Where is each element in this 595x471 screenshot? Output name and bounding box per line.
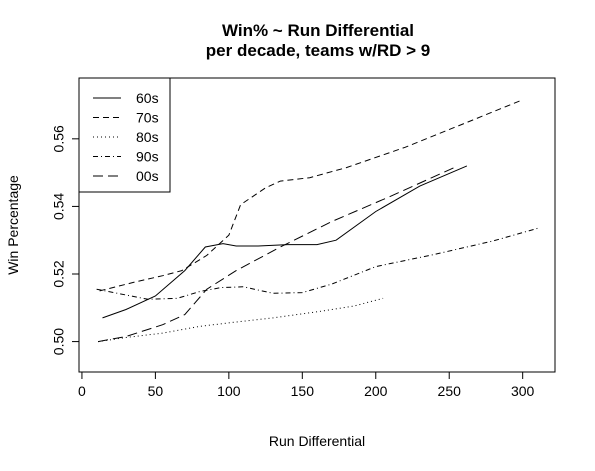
y-tick-label: 0.56 [51, 125, 67, 152]
y-tick-label: 0.50 [51, 328, 67, 355]
x-tick-label: 300 [511, 383, 535, 399]
x-tick-label: 150 [291, 383, 315, 399]
legend-box [78, 77, 171, 193]
series-layer [96, 100, 538, 343]
legend-label-70s: 70s [136, 110, 159, 126]
y-axis: 0.50 0.52 0.54 0.56 [51, 125, 79, 355]
x-tick-label: 250 [438, 383, 462, 399]
x-tick-label: 200 [364, 383, 388, 399]
x-tick-label: 100 [217, 383, 241, 399]
legend-label-80s: 80s [136, 129, 159, 145]
legend: 60s 70s 80s 90s 00s [78, 77, 171, 193]
series-line-90s [96, 227, 538, 300]
series-line-00s [98, 166, 457, 343]
y-axis-label: Win Percentage [5, 175, 21, 275]
legend-label-00s: 00s [136, 168, 159, 184]
legend-label-90s: 90s [136, 149, 159, 165]
series-line-80s [98, 297, 384, 343]
chart-title: Win% ~ Run Differential [222, 21, 414, 40]
x-tick-label: 0 [78, 383, 86, 399]
x-axis-label: Run Differential [269, 433, 365, 449]
plot-frame [78, 77, 556, 373]
series-line-70s [99, 100, 520, 292]
legend-label-60s: 60s [136, 90, 159, 106]
chart-subtitle: per decade, teams w/RD > 9 [206, 41, 430, 60]
x-tick-label: 50 [148, 383, 164, 399]
y-tick-label: 0.54 [51, 193, 67, 220]
x-axis: 0 50 100 150 200 250 300 [78, 372, 535, 399]
series-line-60s [102, 165, 468, 319]
y-tick-label: 0.52 [51, 260, 67, 287]
